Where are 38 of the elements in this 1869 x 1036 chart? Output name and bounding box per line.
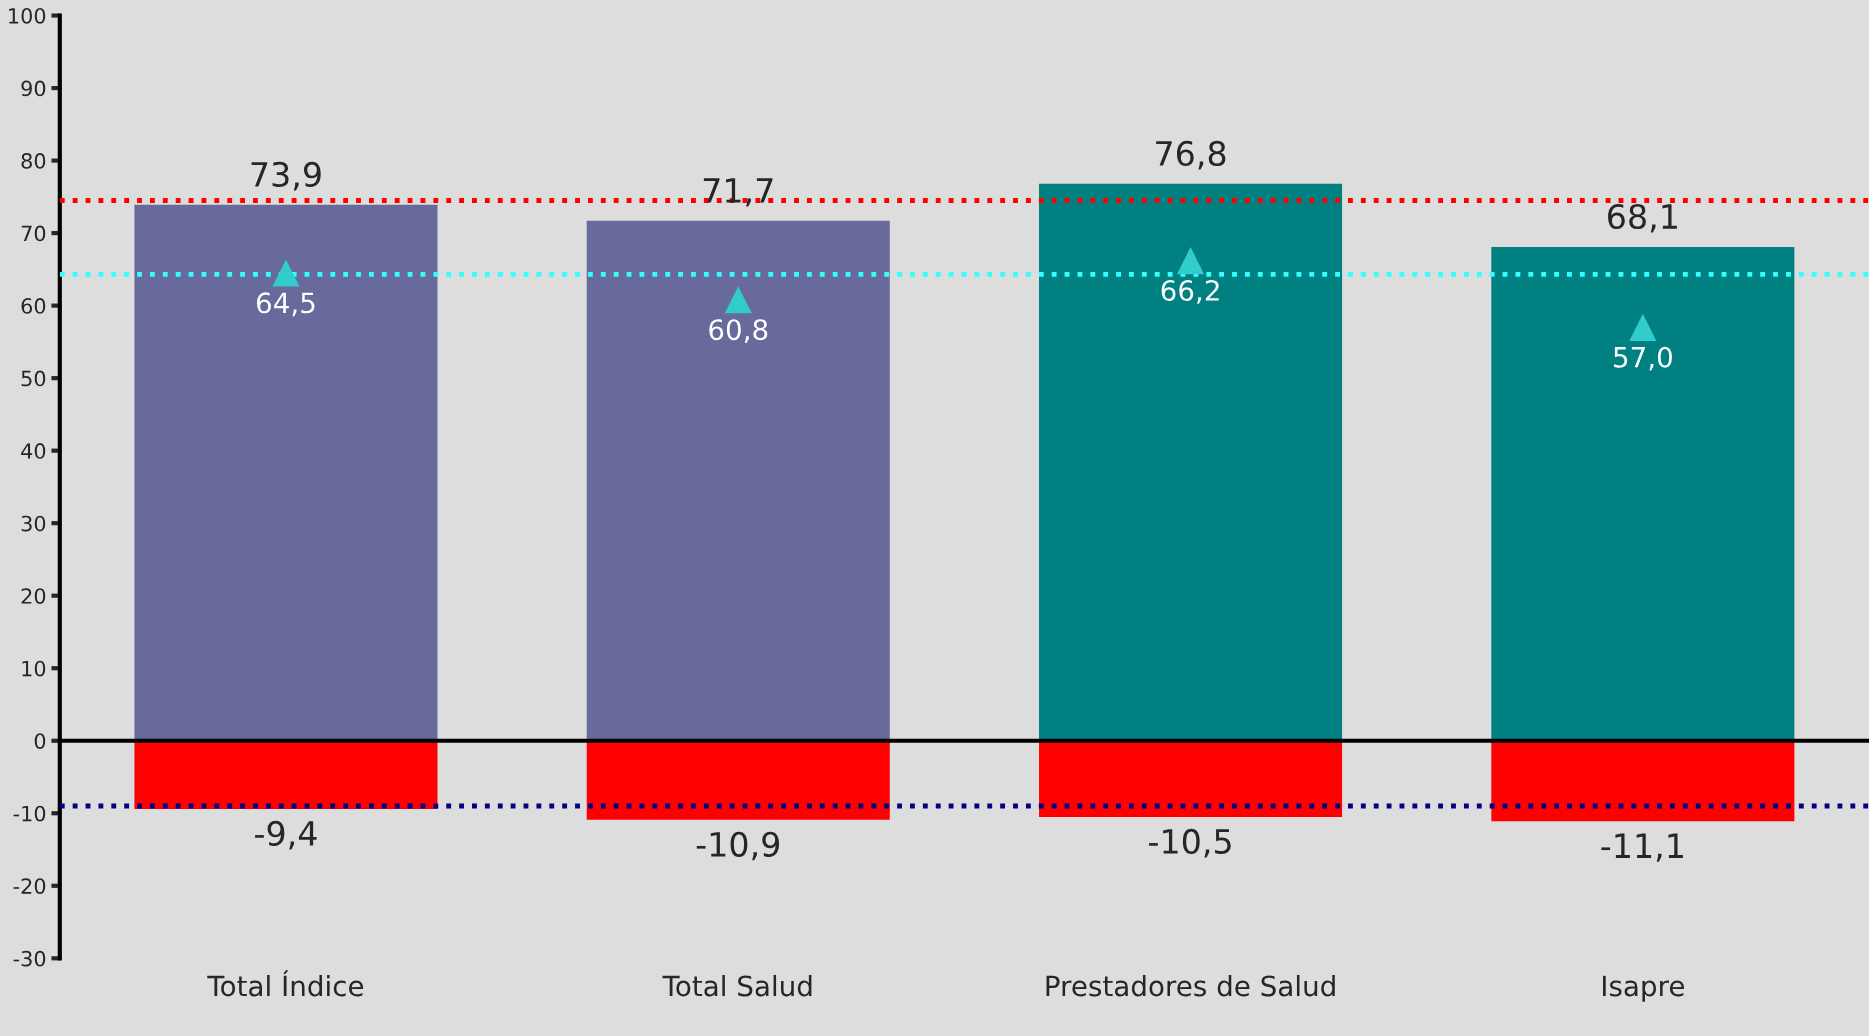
x-tick-label: Total Salud: [662, 974, 812, 997]
y-tick-label: 40: [21, 443, 46, 459]
data-label: 57,0: [1614, 346, 1672, 371]
y-tick-label: 20: [21, 588, 46, 604]
y-tick-label: -20: [13, 878, 46, 894]
y-tick-label: -30: [13, 950, 46, 967]
bar: [1039, 183, 1343, 741]
y-tick-label: 80: [21, 153, 46, 169]
bar: [1491, 246, 1795, 741]
data-label: 60,8: [709, 319, 768, 344]
data-label: 71,7: [703, 178, 773, 207]
data-label: -10,9: [696, 831, 780, 861]
x-tick-label: Prestadores de Salud: [1046, 974, 1335, 997]
x-tick-label: Isapre: [1602, 975, 1684, 1002]
y-tick-label: 100: [9, 7, 46, 24]
bar: [134, 740, 438, 809]
y-tick-label: 30: [21, 515, 46, 532]
data-label: -10,5: [1149, 828, 1231, 858]
data-label: 64,5: [256, 292, 315, 317]
bar: [1491, 740, 1795, 822]
y-tick-label: 50: [21, 370, 46, 387]
bar: [586, 220, 890, 741]
y-tick-label: -10: [13, 805, 46, 822]
x-tick-label: Total Índice: [207, 970, 364, 997]
y-tick-label: 90: [21, 80, 46, 97]
data-label: -9,4: [255, 820, 317, 850]
bar: [586, 740, 890, 820]
y-tick-label: 10: [22, 660, 46, 677]
data-label: 73,9: [251, 161, 321, 191]
y-tick-label: 0: [34, 733, 46, 749]
bar: [134, 204, 438, 741]
y-tick-label: 70: [21, 225, 46, 242]
data-label: 68,1: [1608, 203, 1677, 233]
data-label: -11,1: [1601, 833, 1683, 862]
data-label: 76,8: [1156, 140, 1226, 170]
y-tick-label: 60: [21, 298, 46, 314]
bar: [1039, 740, 1343, 817]
data-label: 66,2: [1161, 280, 1219, 304]
